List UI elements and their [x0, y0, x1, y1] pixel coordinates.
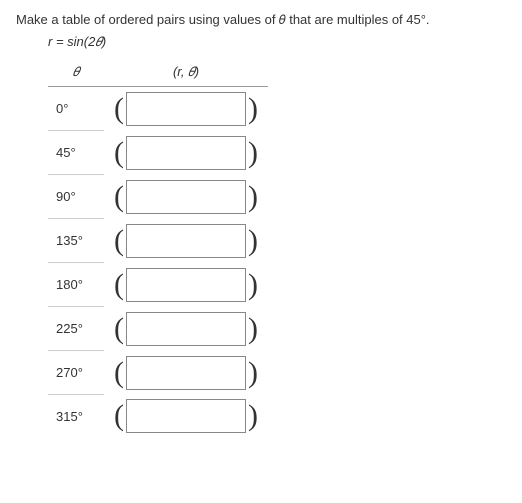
theta-cell: 315° — [48, 395, 104, 439]
equation: r = sin(2𝜃) — [48, 34, 506, 50]
paren-close: ) — [246, 136, 260, 169]
paren-open: ( — [112, 356, 126, 389]
pair-cell: () — [104, 131, 268, 175]
table-row: 270°() — [48, 351, 268, 395]
paren-close: ) — [246, 268, 260, 301]
table-row: 135°() — [48, 219, 268, 263]
answer-input[interactable] — [126, 356, 246, 390]
table-row: 0°() — [48, 87, 268, 131]
paren-close: ) — [246, 224, 260, 257]
answer-input[interactable] — [126, 399, 246, 433]
paren-close: ) — [246, 356, 260, 389]
ordered-pairs-table: 𝜃 (r, 𝜃) 0°()45°()90°()135°()180°()225°(… — [48, 60, 268, 438]
theta-cell: 90° — [48, 175, 104, 219]
table-row: 225°() — [48, 307, 268, 351]
answer-input[interactable] — [126, 92, 246, 126]
paren-open: ( — [112, 92, 126, 125]
question-prompt: Make a table of ordered pairs using valu… — [16, 12, 506, 28]
theta-cell: 135° — [48, 219, 104, 263]
theta-cell: 180° — [48, 263, 104, 307]
paren-close: ) — [246, 312, 260, 345]
pair-cell: () — [104, 219, 268, 263]
answer-input[interactable] — [126, 224, 246, 258]
theta-cell: 225° — [48, 307, 104, 351]
header-pair: (r, 𝜃) — [104, 60, 268, 87]
theta-cell: 270° — [48, 351, 104, 395]
pair-cell: () — [104, 175, 268, 219]
paren-open: ( — [112, 224, 126, 257]
answer-input[interactable] — [126, 180, 246, 214]
table-row: 45°() — [48, 131, 268, 175]
paren-open: ( — [112, 399, 126, 432]
answer-input[interactable] — [126, 312, 246, 346]
header-theta: 𝜃 — [48, 60, 104, 87]
answer-input[interactable] — [126, 268, 246, 302]
paren-close: ) — [246, 399, 260, 432]
answer-input[interactable] — [126, 136, 246, 170]
table-row: 180°() — [48, 263, 268, 307]
paren-open: ( — [112, 312, 126, 345]
paren-open: ( — [112, 180, 126, 213]
theta-cell: 0° — [48, 87, 104, 131]
paren-close: ) — [246, 92, 260, 125]
pair-cell: () — [104, 351, 268, 395]
table-row: 90°() — [48, 175, 268, 219]
pair-cell: () — [104, 263, 268, 307]
pair-cell: () — [104, 87, 268, 131]
paren-close: ) — [246, 180, 260, 213]
paren-open: ( — [112, 268, 126, 301]
table-row: 315°() — [48, 395, 268, 439]
pair-cell: () — [104, 307, 268, 351]
theta-cell: 45° — [48, 131, 104, 175]
table-body: 0°()45°()90°()135°()180°()225°()270°()31… — [48, 87, 268, 439]
paren-open: ( — [112, 136, 126, 169]
pair-cell: () — [104, 395, 268, 439]
